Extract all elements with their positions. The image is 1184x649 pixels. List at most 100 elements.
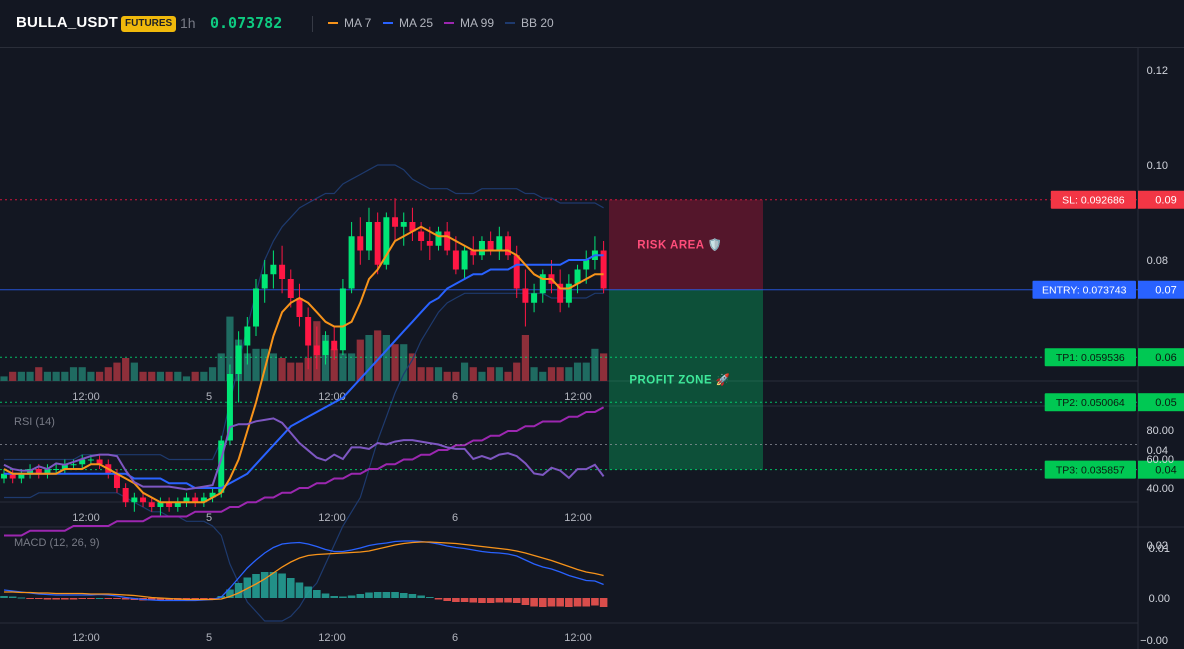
macd-histogram-bar [521, 598, 530, 605]
macd-histogram-bar [391, 592, 399, 598]
candle [487, 231, 494, 256]
time-tick-label: 6 [452, 512, 458, 524]
macd-histogram-bar [417, 595, 425, 598]
candle-body [261, 274, 268, 289]
volume-bar [391, 344, 399, 381]
volume-bar [547, 367, 556, 381]
level-axis-tag [1138, 460, 1184, 479]
volume-bar [130, 362, 138, 381]
macd-histogram-bar [269, 572, 278, 598]
candle-body [583, 260, 590, 270]
volume-bar [408, 353, 417, 381]
candle [226, 364, 233, 446]
volume-bar [426, 367, 434, 381]
price-pane: 0.12 0.10 0.08 0.04 0.02 −0.00 RISK AREA 🛡️ PRO… [0, 65, 1184, 647]
macd-signal-line [4, 541, 604, 601]
macd-histogram-bar [478, 598, 486, 603]
candle [392, 198, 399, 241]
volume-bar [52, 371, 60, 381]
volume-bar [122, 358, 130, 381]
candle [261, 260, 268, 303]
candle [183, 492, 190, 507]
macd-histogram-bar [599, 598, 608, 607]
volume-bar [452, 371, 460, 381]
price-tick-label: 0.08 [1147, 255, 1168, 267]
candle [235, 331, 242, 403]
macd-histogram-bar [347, 595, 356, 598]
level-axis-tag [1138, 190, 1184, 209]
macd-histogram-bar [34, 598, 43, 599]
candle [79, 454, 86, 469]
volume-bar [478, 371, 486, 381]
candle-body [235, 345, 242, 374]
candle-body [513, 255, 520, 289]
legend-ma7[interactable]: MA 7 [328, 16, 371, 30]
profit-zone-label: PROFIT ZONE 🚀 [629, 373, 731, 387]
volume-bar [460, 362, 469, 381]
candle-body [374, 222, 381, 265]
rsi-tick-label: 40.00 [1146, 483, 1174, 495]
macd-histogram-bar [87, 598, 95, 599]
macd-histogram-bar [330, 596, 339, 598]
candle [435, 226, 442, 251]
macd-histogram-bar [452, 598, 460, 602]
candle-body [400, 222, 407, 227]
legend-ma99-swatch [444, 22, 454, 24]
macd-histogram-bar [104, 598, 113, 599]
time-tick-label: 5 [206, 512, 212, 524]
candle [44, 464, 51, 479]
price-tick-label: 0.12 [1147, 65, 1168, 77]
candle-body [140, 497, 147, 503]
candle [444, 222, 451, 256]
macd-histogram-bar [434, 598, 443, 600]
candle [313, 326, 320, 370]
candle-body [435, 231, 442, 246]
volume-bar [17, 371, 25, 381]
volume-bar [252, 348, 260, 381]
candle [574, 264, 581, 294]
candle [96, 454, 103, 469]
level-label-entry: ENTRY: 0.073743 0.07 [1032, 280, 1184, 299]
legend-ma7-label: MA 7 [344, 16, 372, 30]
macd-histogram-bar [356, 594, 365, 598]
candle-body [392, 217, 399, 227]
volume-bar [35, 367, 43, 381]
candle-body [183, 497, 190, 503]
candle-body [87, 459, 94, 461]
level-label-bg [1032, 280, 1136, 299]
candle [348, 222, 355, 294]
time-tick-label: 6 [452, 391, 458, 403]
candle-body [348, 236, 355, 289]
legend-ma25-label: MA 25 [399, 16, 434, 30]
level-axis-tag [1138, 348, 1184, 367]
macd-tick-label: 0.01 [1149, 543, 1170, 555]
candle [174, 497, 181, 512]
legend-ma25[interactable]: MA 25 [383, 16, 433, 30]
candle-body [192, 497, 199, 503]
macd-histogram-bar [547, 598, 556, 607]
candle [591, 236, 598, 270]
candle [140, 492, 147, 507]
rsi-title: RSI (14) [14, 416, 55, 428]
symbol-name[interactable]: BULLA_USDT [16, 14, 118, 31]
interval-selector[interactable]: 1h [180, 15, 196, 31]
macd-histogram-bar [573, 598, 582, 607]
volume-bar [365, 335, 373, 381]
macd-histogram-bar [530, 598, 538, 607]
macd-histogram-bar [321, 593, 330, 598]
volume-bar [43, 371, 52, 381]
candle [270, 250, 277, 289]
volume-bar [295, 362, 304, 381]
level-label-tp1: TP1: 0.059536 0.06 [1044, 348, 1184, 367]
macd-histogram-bar [278, 573, 286, 598]
candle-body [365, 222, 372, 251]
legend-bb20[interactable]: BB 20 [505, 16, 554, 30]
legend-ma99[interactable]: MA 99 [444, 16, 494, 30]
volume-bar [356, 339, 364, 381]
volume-bar [600, 353, 608, 381]
macd-histogram-bar [512, 598, 521, 603]
time-tick-label: 5 [206, 632, 212, 644]
time-tick-label: 12:00 [72, 391, 100, 403]
macd-histogram-bar [0, 596, 8, 598]
